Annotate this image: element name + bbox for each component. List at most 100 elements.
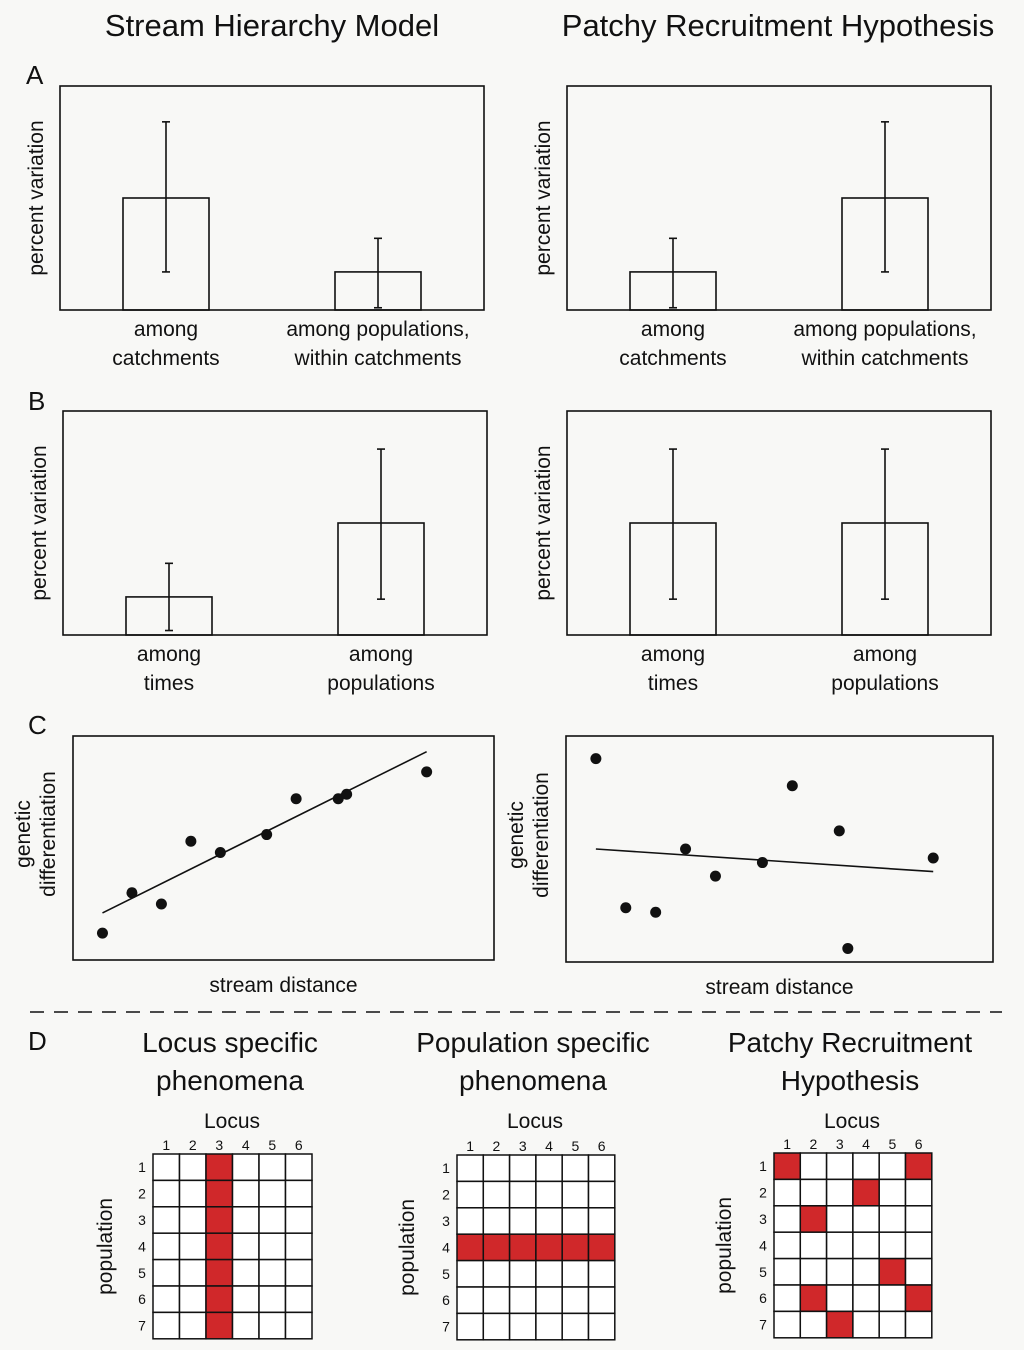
grid-cell xyxy=(178,1206,207,1234)
highlighted-cell xyxy=(825,1310,854,1339)
category-label: times xyxy=(648,672,698,695)
data-point xyxy=(96,927,108,939)
category-label: populations xyxy=(327,672,434,695)
plot-frame xyxy=(59,85,485,311)
grid-cell xyxy=(482,1286,511,1315)
grid-cell xyxy=(482,1312,511,1341)
data-point xyxy=(214,846,226,858)
population-axis-title: population xyxy=(713,1197,736,1294)
y-axis-title: percent variation xyxy=(25,120,48,275)
data-point xyxy=(185,835,197,847)
grid-cell xyxy=(284,1285,313,1314)
grid-cell xyxy=(258,1153,287,1182)
grid-cell xyxy=(561,1180,590,1209)
grid-cell xyxy=(231,1232,260,1261)
population-number: 2 xyxy=(442,1187,450,1203)
grid-cell xyxy=(482,1207,511,1235)
grid-cell xyxy=(456,1154,485,1183)
grid-cell xyxy=(284,1206,313,1234)
grid-cell xyxy=(456,1286,485,1315)
y-axis-title-line1: genetic xyxy=(505,801,528,869)
grid-cell xyxy=(231,1258,260,1287)
population-number: 3 xyxy=(138,1212,146,1228)
grid-cell xyxy=(258,1179,287,1208)
data-point xyxy=(680,843,692,855)
grid-cell xyxy=(773,1310,802,1339)
population-number: 4 xyxy=(759,1237,767,1253)
population-number: 6 xyxy=(138,1291,146,1307)
grid-cell xyxy=(904,1178,933,1207)
population-number: 4 xyxy=(442,1239,450,1255)
category-label: catchments xyxy=(619,347,726,370)
grid-cell xyxy=(482,1154,511,1183)
grid-title-line1: Patchy Recruitment xyxy=(728,1027,973,1058)
grid-cell xyxy=(508,1154,537,1183)
highlighted-cell xyxy=(205,1179,234,1208)
data-point xyxy=(332,793,344,805)
grid-cell xyxy=(508,1180,537,1209)
grid-cell xyxy=(799,1231,828,1260)
highlighted-cell xyxy=(205,1232,234,1261)
grid-cell xyxy=(587,1154,616,1183)
locus-number: 2 xyxy=(189,1137,197,1153)
y-axis-title: percent variation xyxy=(28,445,51,600)
grid-cell xyxy=(825,1205,854,1233)
population-number: 1 xyxy=(442,1160,450,1176)
grid-cell xyxy=(258,1232,287,1261)
grid-cell xyxy=(904,1205,933,1233)
grid-cell xyxy=(878,1152,907,1181)
grid-cell xyxy=(799,1178,828,1207)
grid-cell xyxy=(152,1285,181,1314)
grid-cell xyxy=(587,1259,616,1288)
highlighted-cell xyxy=(482,1233,511,1262)
grid-cell xyxy=(152,1179,181,1208)
highlighted-cell xyxy=(852,1178,880,1207)
grid-cell xyxy=(231,1179,260,1208)
category-label: catchments xyxy=(112,347,219,370)
data-point xyxy=(842,942,854,954)
grid-cell xyxy=(878,1284,907,1313)
category-label: among xyxy=(134,318,198,341)
plot-frame xyxy=(565,735,994,963)
grid-cell xyxy=(561,1312,590,1341)
locus-number: 5 xyxy=(268,1137,276,1153)
locus-number: 5 xyxy=(888,1136,896,1152)
highlighted-cell xyxy=(205,1311,234,1340)
grid-cell xyxy=(587,1180,616,1209)
population-number: 4 xyxy=(138,1238,146,1254)
grid-cell xyxy=(508,1259,537,1288)
population-number: 2 xyxy=(759,1185,767,1201)
locus-number: 3 xyxy=(836,1136,844,1152)
grid-cell xyxy=(878,1178,907,1207)
x-axis-title: stream distance xyxy=(705,976,853,999)
locus-number: 1 xyxy=(783,1136,791,1152)
highlighted-cell xyxy=(508,1233,537,1262)
x-axis-title: stream distance xyxy=(209,974,357,997)
grid-title-line2: Hypothesis xyxy=(781,1065,920,1096)
grid-cell xyxy=(773,1284,802,1313)
grid-cell xyxy=(231,1285,260,1314)
grid-cell xyxy=(878,1231,907,1260)
locus-number: 3 xyxy=(519,1138,527,1154)
grid-cell xyxy=(258,1258,287,1287)
data-point xyxy=(786,780,798,792)
grid-cell xyxy=(587,1286,616,1315)
grid-cell xyxy=(904,1231,933,1260)
locus-number: 2 xyxy=(493,1138,501,1154)
population-axis-title: population xyxy=(396,1199,419,1296)
data-point xyxy=(833,825,845,837)
left-column-title: Stream Hierarchy Model xyxy=(105,8,439,43)
population-number: 6 xyxy=(442,1292,450,1308)
plot-frame xyxy=(566,85,992,311)
grid-cell xyxy=(284,1179,313,1208)
highlighted-cell xyxy=(799,1205,828,1233)
grid-cell xyxy=(456,1180,485,1209)
highlighted-cell xyxy=(773,1152,802,1181)
grid-cell xyxy=(535,1312,563,1341)
locus-number: 3 xyxy=(215,1137,223,1153)
y-axis-title-line1: genetic xyxy=(12,800,35,868)
grid-cell xyxy=(535,1154,563,1183)
category-label: among populations, xyxy=(286,318,469,341)
locus-number: 5 xyxy=(571,1138,579,1154)
population-number: 3 xyxy=(759,1211,767,1227)
